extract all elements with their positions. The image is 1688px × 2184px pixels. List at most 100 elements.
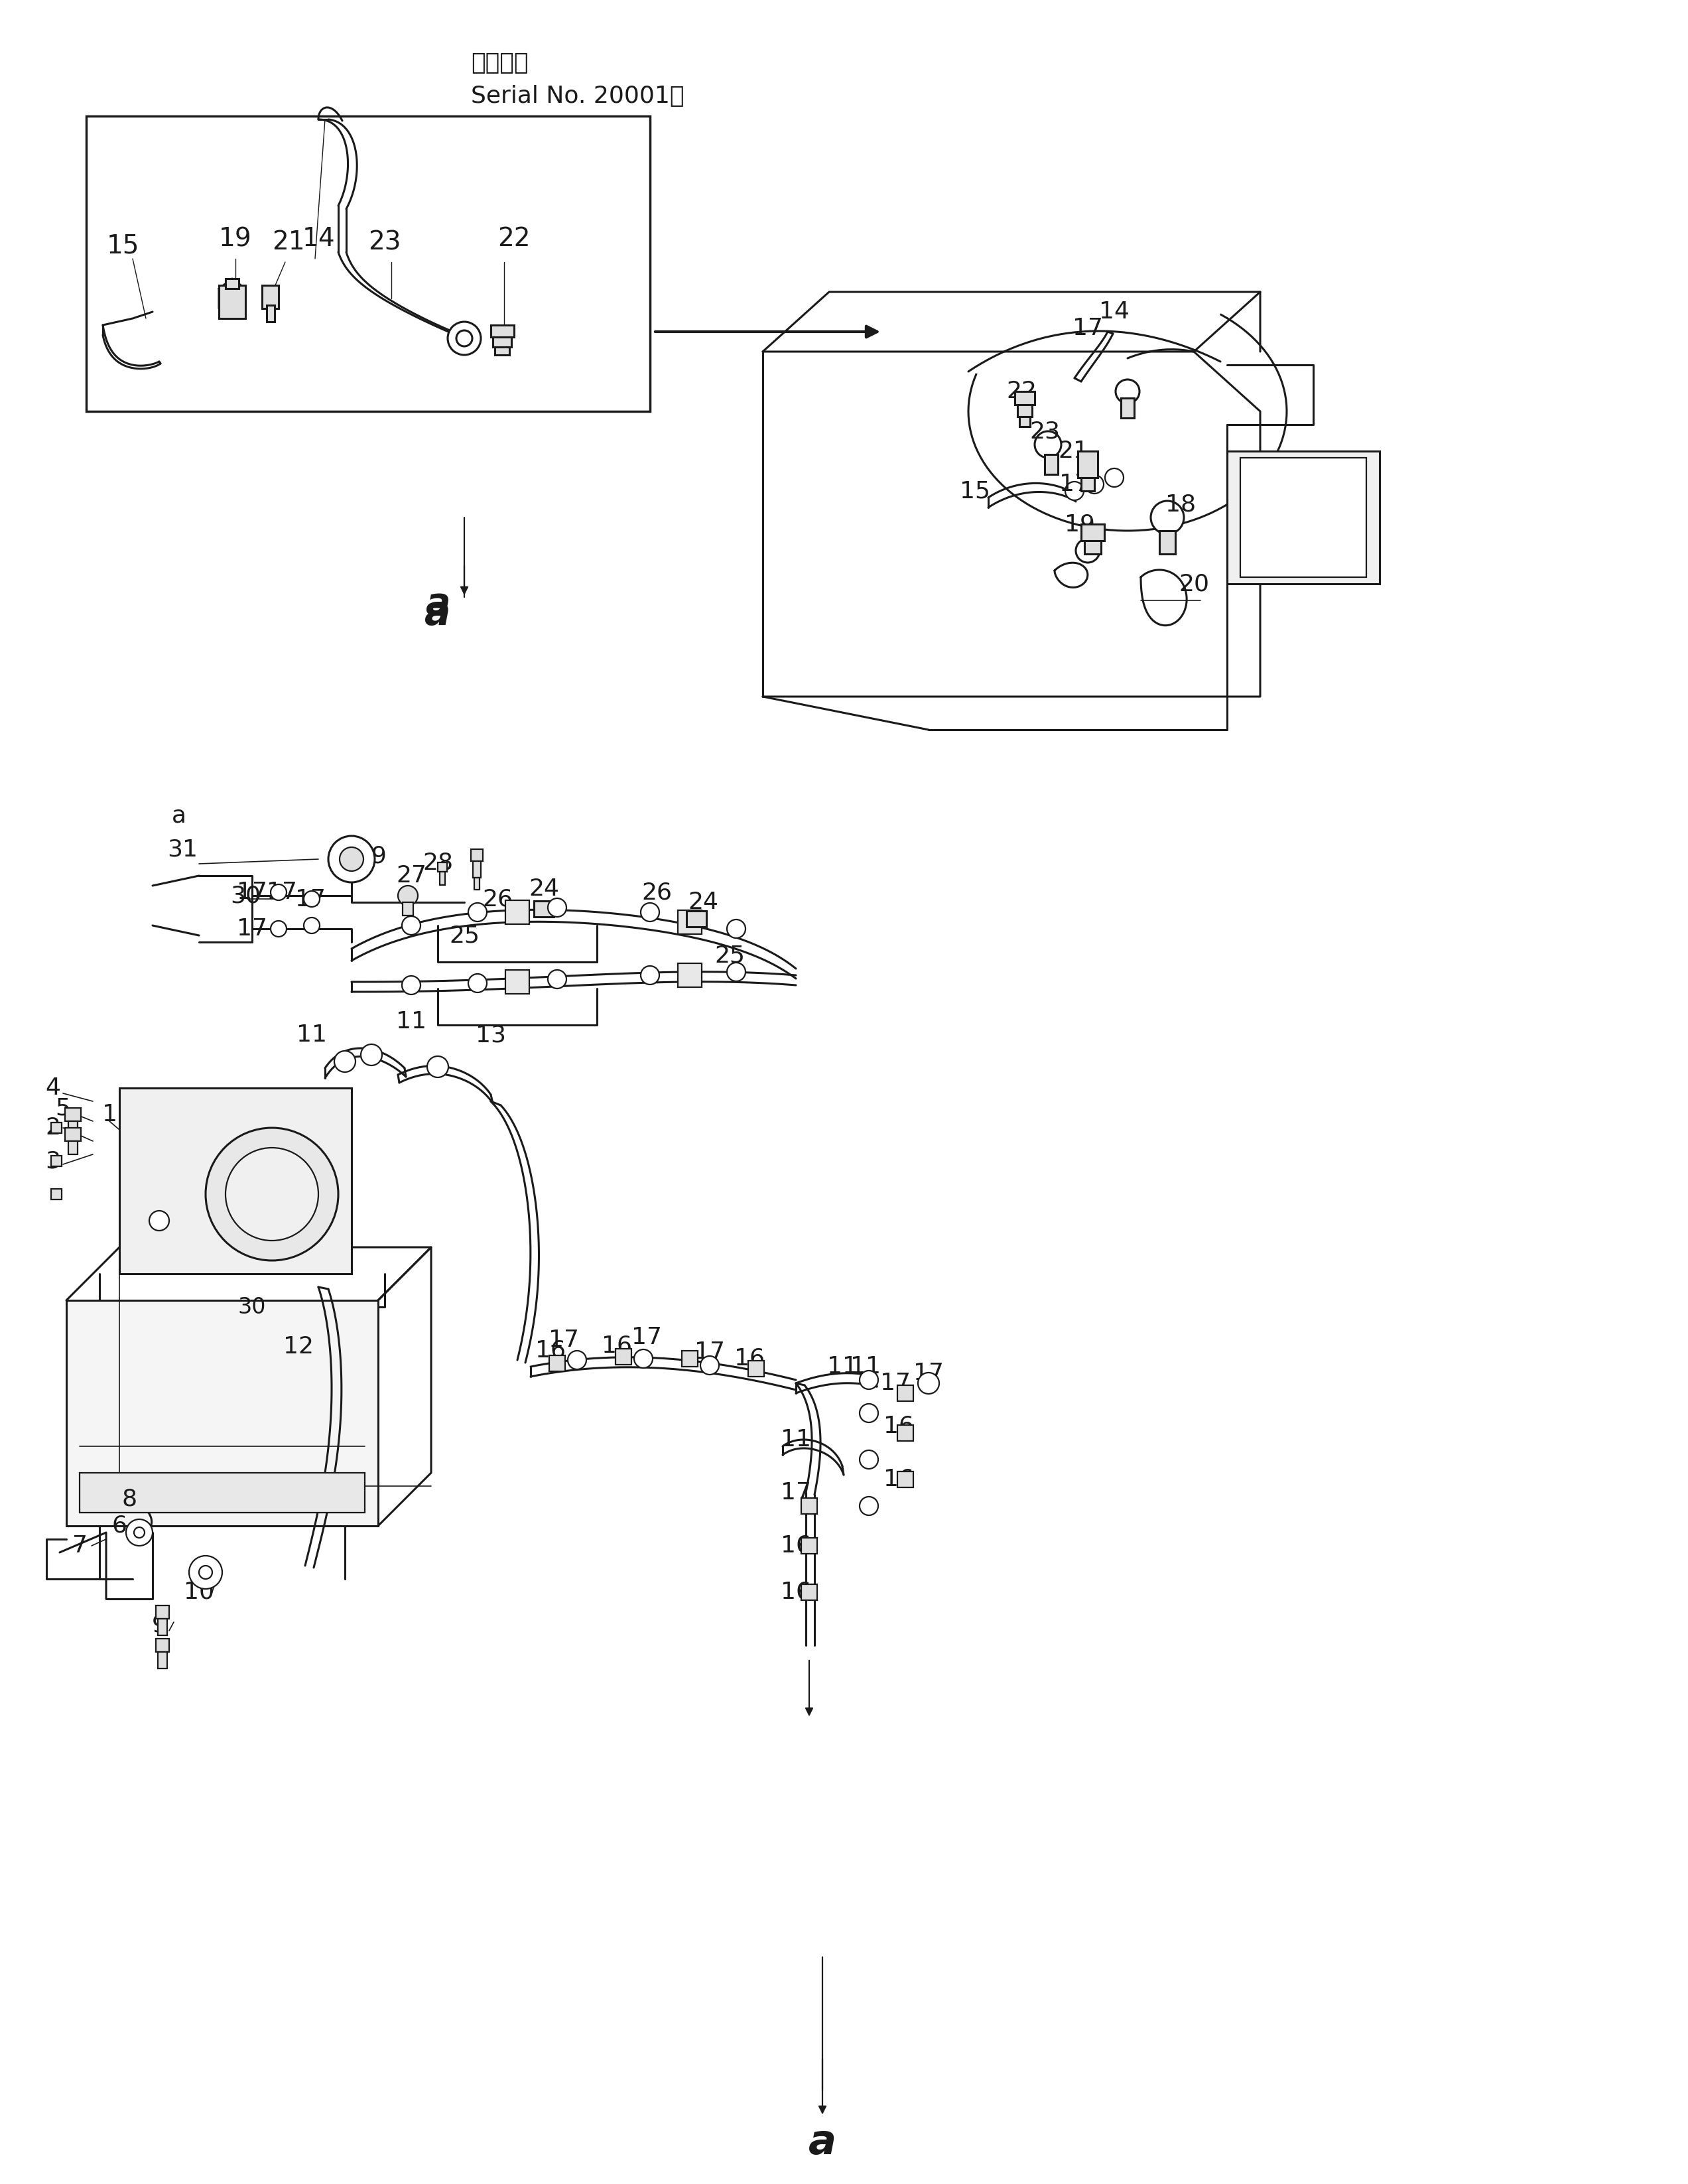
Text: 17: 17	[694, 1341, 724, 1363]
Circle shape	[133, 1527, 145, 1538]
Text: 17: 17	[267, 880, 297, 904]
Text: 22: 22	[1006, 380, 1036, 402]
Bar	[1241, 459, 1366, 577]
Circle shape	[468, 902, 486, 922]
Bar	[1014, 391, 1035, 404]
Circle shape	[339, 847, 363, 871]
Text: 1: 1	[101, 1103, 116, 1125]
Bar	[68, 1140, 78, 1155]
Text: 19: 19	[219, 227, 252, 251]
Bar	[51, 1155, 62, 1166]
Text: 30: 30	[230, 885, 260, 906]
Bar	[898, 1472, 913, 1487]
Circle shape	[859, 1404, 878, 1422]
Text: 17: 17	[236, 880, 267, 904]
Circle shape	[468, 974, 486, 992]
Circle shape	[859, 1450, 878, 1470]
Circle shape	[549, 970, 567, 989]
Text: 26: 26	[483, 887, 513, 911]
Text: 25: 25	[449, 924, 479, 946]
Bar	[1160, 531, 1175, 555]
Circle shape	[361, 1044, 381, 1066]
Text: 7: 7	[73, 1535, 88, 1557]
Bar	[66, 1299, 378, 1527]
Circle shape	[304, 917, 319, 933]
Bar	[616, 1350, 631, 1365]
Circle shape	[402, 917, 420, 935]
Circle shape	[728, 919, 746, 939]
Circle shape	[270, 885, 287, 900]
Circle shape	[334, 1051, 356, 1072]
Text: 11: 11	[297, 1024, 327, 1046]
Bar	[441, 871, 446, 885]
Circle shape	[226, 1149, 319, 1241]
Bar	[155, 1638, 169, 1651]
Bar	[748, 1361, 765, 1376]
Circle shape	[1075, 539, 1099, 563]
Bar	[505, 900, 530, 924]
Text: 17: 17	[780, 1481, 812, 1505]
Text: 24: 24	[528, 878, 559, 900]
Text: 21: 21	[272, 229, 306, 256]
Text: 16: 16	[780, 1581, 812, 1603]
Text: 18: 18	[1165, 494, 1195, 515]
Circle shape	[402, 976, 420, 994]
Bar	[79, 1472, 365, 1514]
Circle shape	[456, 330, 473, 347]
Text: 20: 20	[1178, 572, 1209, 594]
Bar	[159, 1651, 167, 1669]
Text: a: a	[809, 2123, 837, 2162]
Circle shape	[1116, 380, 1139, 404]
Bar	[898, 1385, 913, 1402]
Circle shape	[859, 1496, 878, 1516]
Text: 17: 17	[631, 1326, 662, 1350]
Bar	[802, 1538, 817, 1553]
Circle shape	[641, 902, 660, 922]
Text: 8: 8	[122, 1487, 137, 1511]
Bar	[474, 878, 479, 889]
Bar	[1080, 524, 1104, 542]
Text: 17: 17	[1072, 317, 1102, 341]
Bar	[1018, 404, 1031, 417]
Circle shape	[1151, 500, 1183, 535]
Text: 23: 23	[368, 229, 402, 256]
Circle shape	[127, 1520, 152, 1546]
Text: 17: 17	[295, 889, 326, 911]
Circle shape	[149, 1210, 169, 1230]
Bar	[437, 863, 447, 871]
Bar	[505, 970, 530, 994]
Text: 11: 11	[397, 1011, 427, 1033]
Bar	[403, 902, 414, 915]
Text: 17: 17	[879, 1372, 910, 1396]
Bar	[1079, 452, 1097, 478]
Text: 24: 24	[687, 891, 719, 913]
Circle shape	[635, 1350, 653, 1367]
Circle shape	[549, 898, 567, 917]
Bar	[1045, 454, 1058, 474]
Bar	[51, 1188, 62, 1199]
Text: 16: 16	[883, 1468, 913, 1492]
Bar	[549, 1356, 565, 1372]
Bar	[120, 1088, 351, 1273]
Circle shape	[918, 1372, 939, 1393]
Text: 11: 11	[851, 1356, 881, 1378]
Text: 17: 17	[549, 1328, 579, 1352]
Bar	[679, 911, 702, 935]
Bar	[1084, 542, 1101, 555]
Text: a: a	[425, 594, 451, 633]
Text: 14: 14	[302, 227, 334, 251]
Text: 16: 16	[780, 1535, 812, 1557]
Circle shape	[1106, 467, 1124, 487]
Text: a: a	[172, 804, 186, 828]
Text: 23: 23	[1030, 419, 1060, 443]
Text: 25: 25	[714, 943, 744, 968]
Circle shape	[1065, 483, 1084, 500]
Bar	[1020, 417, 1030, 426]
Bar	[1121, 397, 1134, 417]
Text: 5: 5	[56, 1096, 71, 1118]
Text: 11: 11	[780, 1428, 812, 1450]
Bar	[491, 325, 515, 336]
Text: 30: 30	[238, 1295, 267, 1317]
Bar	[51, 1123, 62, 1133]
Bar	[493, 336, 511, 347]
